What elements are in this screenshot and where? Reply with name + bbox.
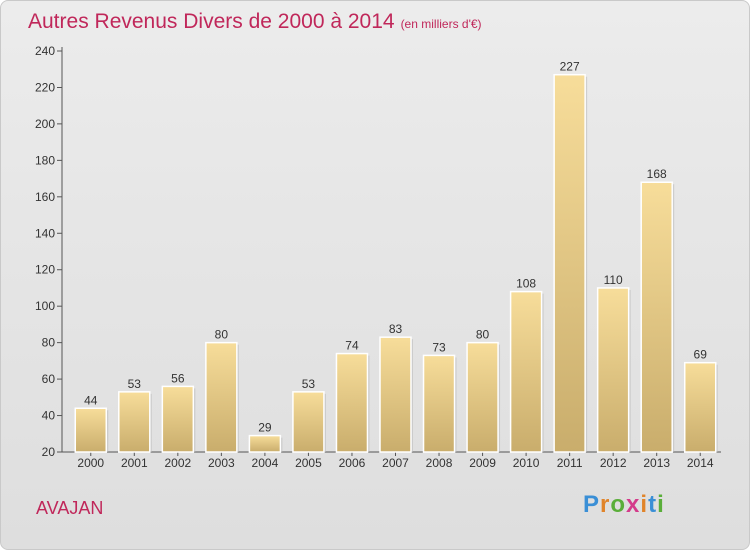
x-tick-label: 2003 bbox=[208, 456, 235, 470]
bar bbox=[509, 290, 543, 453]
bar-value-label: 227 bbox=[560, 60, 580, 74]
bar-value-label: 108 bbox=[516, 277, 536, 291]
bar-value-label: 53 bbox=[128, 377, 142, 391]
bar-value-label: 110 bbox=[604, 273, 623, 287]
bar-value-label: 69 bbox=[694, 348, 708, 362]
bar-value-label: 53 bbox=[302, 377, 316, 391]
x-tick-label: 2011 bbox=[557, 456, 583, 470]
bar bbox=[161, 385, 195, 453]
bar-value-labels: 44 53 56 80 29 53 74 83 73 80 108 227 110 168 69 bbox=[84, 60, 707, 435]
proxiti-logo: Proxiti bbox=[583, 491, 665, 519]
chart-title: Autres Revenus Divers de 2000 à 2014 (en … bbox=[28, 10, 482, 34]
bar-value-label: 56 bbox=[171, 371, 185, 385]
y-tick-label: 120 bbox=[35, 263, 55, 277]
y-tick-label: 80 bbox=[42, 336, 56, 350]
logo-letter: P bbox=[583, 491, 601, 518]
bar bbox=[74, 407, 108, 453]
bar-value-label: 83 bbox=[389, 322, 403, 336]
logo-letter: i bbox=[657, 491, 665, 518]
bar-value-label: 74 bbox=[345, 339, 359, 353]
x-tick-label: 2014 bbox=[687, 456, 714, 470]
y-tick-label: 20 bbox=[42, 445, 56, 459]
bar-value-label: 44 bbox=[84, 393, 98, 407]
bar bbox=[553, 73, 586, 453]
bar bbox=[379, 336, 412, 453]
x-tick-label: 2006 bbox=[339, 456, 366, 470]
bar bbox=[292, 391, 325, 453]
x-tick-label: 2005 bbox=[295, 456, 322, 470]
logo-letter: x bbox=[626, 491, 641, 518]
y-tick-label: 160 bbox=[35, 190, 55, 204]
x-tick-label: 2010 bbox=[513, 456, 540, 470]
x-tick-label: 2000 bbox=[77, 456, 104, 470]
x-tick-label: 2012 bbox=[600, 456, 627, 470]
bar bbox=[422, 354, 456, 453]
bar bbox=[205, 341, 238, 453]
logo-letter: i bbox=[640, 491, 649, 518]
x-tick-label: 2008 bbox=[426, 456, 453, 470]
bar bbox=[335, 352, 369, 453]
y-tick-label: 100 bbox=[35, 299, 55, 313]
x-tick-label: 2007 bbox=[382, 456, 409, 470]
bar bbox=[596, 287, 630, 453]
y-tick-label: 200 bbox=[35, 117, 55, 131]
bar bbox=[466, 341, 499, 453]
bar-value-label: 168 bbox=[647, 167, 667, 181]
y-tick-label: 60 bbox=[42, 372, 56, 386]
bar-value-label: 29 bbox=[258, 421, 272, 435]
y-tick-label: 220 bbox=[35, 80, 55, 94]
x-tick-label: 2013 bbox=[643, 456, 670, 470]
x-tick-label: 2009 bbox=[469, 456, 496, 470]
bars bbox=[74, 73, 718, 453]
bar bbox=[248, 434, 282, 453]
logo-letter: r bbox=[600, 491, 611, 518]
bar-value-label: 73 bbox=[432, 340, 446, 354]
y-tick-label: 40 bbox=[42, 409, 56, 423]
chart-title-text: Autres Revenus Divers de 2000 à 2014 bbox=[28, 10, 395, 33]
bar bbox=[683, 361, 717, 453]
bar-value-label: 80 bbox=[215, 328, 229, 342]
y-tick-label: 140 bbox=[35, 226, 55, 240]
x-tick-label: 2001 bbox=[121, 456, 148, 470]
x-tick-label: 2002 bbox=[164, 456, 191, 470]
logo-letter: o bbox=[610, 491, 627, 518]
y-tick-label: 180 bbox=[35, 153, 55, 167]
y-tick-label: 240 bbox=[35, 44, 55, 58]
commune-name: AVAJAN bbox=[36, 498, 104, 518]
chart-unit: (en milliers d'€) bbox=[400, 17, 482, 31]
logo-letter: t bbox=[648, 491, 658, 518]
bar bbox=[640, 181, 673, 453]
bar bbox=[118, 391, 151, 453]
x-tick-label: 2004 bbox=[252, 456, 279, 470]
bar-value-label: 80 bbox=[476, 328, 490, 342]
